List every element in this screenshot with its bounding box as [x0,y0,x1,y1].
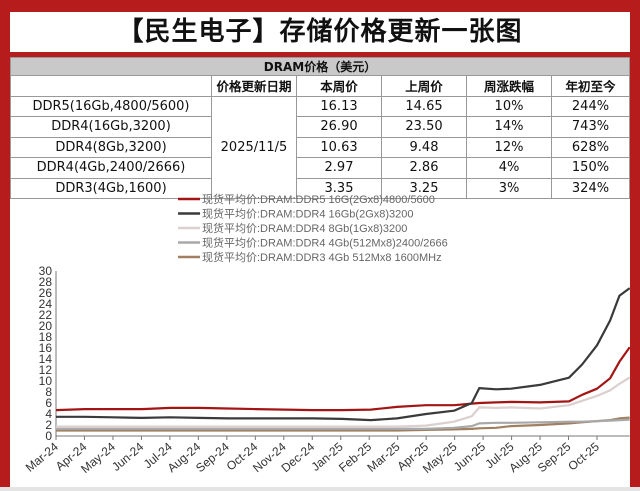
y-tick-label: 20 [39,319,53,333]
table-row: DDR3(4Gb,1600) 3.35 3.25 3% 324% [10,177,630,199]
legend-label: 现货平均价:DRAM:DDR4 4Gb(512Mx8)2400/2666 [202,236,448,250]
table-row: DDR4(8Gb,3200) 10.63 9.48 12% 628% [10,136,630,158]
header-date: 价格更新日期 [211,75,297,97]
this-week: 10.63 [296,136,382,158]
legend-label: 现货平均价:DRAM:DDR3 4Gb 512Mx8 1600MHz [202,250,442,264]
x-tick-label: Oct-25 [565,439,602,473]
y-tick-label: 28 [39,275,53,289]
x-tick-label: Sep-24 [193,439,232,475]
this-week: 16.13 [296,95,382,117]
y-tick-label: 4 [45,407,52,421]
ytd: 628% [551,136,630,158]
y-tick-label: 24 [39,297,53,311]
y-tick-label: 18 [39,330,53,344]
x-tick-label: Mar-25 [364,439,402,474]
series-line [56,287,631,422]
x-tick-label: Mar-24 [23,439,61,474]
table-row: DDR4(16Gb,3200) 26.90 23.50 14% 743% [10,116,630,138]
x-tick-label: Dec-24 [279,439,318,475]
wow: 12% [466,136,552,158]
this-week: 26.90 [296,116,382,138]
header-this-week: 本周价 [296,75,382,97]
row-name: DDR4(16Gb,3200) [10,116,212,138]
y-tick-label: 8 [45,385,52,399]
series-line [56,376,631,428]
series-line [56,418,630,430]
content-panel: DRAM价格（美元） 价格更新日期 本周价 上周价 周涨跌幅 年初至今 DDR5… [10,57,630,487]
last-week: 14.65 [381,95,467,117]
y-tick-label: 10 [39,374,53,388]
legend-label: 现货平均价:DRAM:DDR4 16Gb(2Gx8)3200 [202,207,414,221]
series-line [55,346,631,412]
legend-label: 现货平均价:DRAM:DDR4 8Gb(1Gx8)3200 [202,221,407,235]
last-week: 2.86 [381,157,467,179]
legend-label: 现货平均价:DRAM:DDR5 16G(2Gx8)4800/5600 [202,192,435,206]
table-caption: DRAM价格（美元） [10,57,630,76]
last-week: 3.25 [381,177,467,199]
ytd: 244% [551,95,630,117]
wow: 10% [466,95,552,117]
y-tick-label: 26 [39,286,53,300]
y-tick-label: 22 [39,308,53,322]
row-name: DDR4(8Gb,3200) [10,136,212,158]
y-tick-label: 14 [39,352,53,366]
x-tick-label: Jun-24 [109,439,146,474]
page-title: 【民生电子】存储价格更新一张图 [10,12,630,52]
y-tick-label: 12 [39,363,53,377]
y-tick-label: 30 [39,264,53,278]
y-tick-label: 0 [45,429,52,443]
y-tick-label: 16 [39,341,53,355]
row-name: DDR3(4Gb,1600) [10,177,212,199]
ytd: 324% [551,177,630,199]
y-tick-label: 6 [45,396,52,410]
wow: 3% [466,177,552,199]
x-tick-label: Sep-25 [535,439,574,475]
x-tick-label: Jun-25 [451,439,488,474]
y-tick-label: 2 [45,418,52,432]
dram-price-table: DRAM价格（美元） 价格更新日期 本周价 上周价 周涨跌幅 年初至今 DDR5… [10,57,630,199]
row-name: DDR5(16Gb,4800/5600) [10,95,212,117]
